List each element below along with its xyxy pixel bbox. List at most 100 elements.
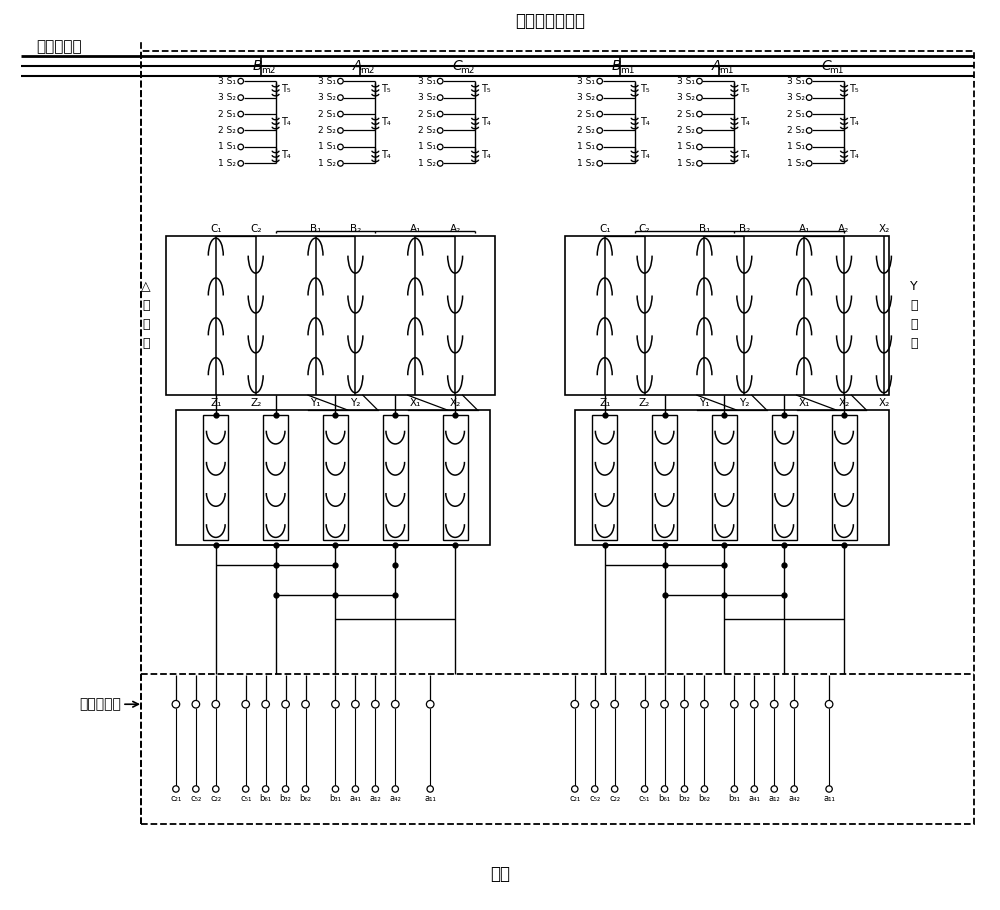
Text: a₄₁: a₄₁ (349, 794, 361, 804)
Text: 2 S₂: 2 S₂ (577, 126, 595, 135)
Text: 2 S₂: 2 S₂ (787, 126, 805, 135)
Circle shape (437, 78, 443, 84)
Bar (565, 236, 889, 395)
Circle shape (592, 786, 598, 793)
Text: b₃₂: b₃₂ (280, 794, 292, 804)
Text: A₁: A₁ (410, 224, 421, 234)
Text: m2: m2 (460, 66, 474, 76)
Circle shape (282, 786, 289, 793)
Text: C₁: C₁ (210, 224, 222, 234)
Circle shape (302, 786, 309, 793)
Circle shape (771, 786, 777, 793)
Text: T₄: T₄ (850, 117, 859, 127)
Text: b₆₁: b₆₁ (260, 794, 272, 804)
Bar (166, 236, 495, 395)
Text: Z₁: Z₁ (210, 398, 221, 408)
Circle shape (372, 786, 379, 793)
Text: 1 S₁: 1 S₁ (787, 143, 805, 151)
Text: a₁₂: a₁₂ (768, 794, 780, 804)
Circle shape (572, 786, 578, 793)
Bar (383, 415, 408, 540)
Text: b₃₂: b₃₂ (679, 794, 690, 804)
Circle shape (212, 701, 220, 708)
Circle shape (731, 786, 738, 793)
Text: Y₂: Y₂ (739, 398, 750, 408)
Text: T₅: T₅ (850, 85, 859, 95)
Text: T₄: T₄ (281, 117, 291, 127)
Circle shape (571, 701, 579, 708)
Circle shape (262, 701, 269, 708)
Circle shape (661, 701, 668, 708)
Text: m1: m1 (829, 66, 844, 76)
Text: 1 S₂: 1 S₂ (318, 159, 336, 167)
Text: T₅: T₅ (481, 85, 490, 95)
Circle shape (681, 701, 688, 708)
Text: A₂: A₂ (450, 224, 461, 234)
Text: m1: m1 (620, 66, 634, 76)
Text: 3 S₂: 3 S₂ (418, 93, 436, 102)
Circle shape (352, 786, 359, 793)
Circle shape (697, 144, 702, 150)
Text: c₂₂: c₂₂ (210, 794, 221, 804)
Text: X₂: X₂ (878, 398, 890, 408)
Circle shape (338, 95, 343, 100)
Text: B: B (253, 59, 262, 73)
Text: 2 S₂: 2 S₂ (318, 126, 336, 135)
Circle shape (806, 95, 812, 100)
Text: c₂₂: c₂₂ (609, 794, 620, 804)
Text: c₂₁: c₂₁ (170, 794, 182, 804)
Bar (176, 410, 490, 545)
Text: 3 S₁: 3 S₁ (218, 76, 236, 86)
Text: 阀侧: 阀侧 (490, 864, 510, 883)
Text: B₁: B₁ (310, 224, 321, 234)
Bar (772, 415, 797, 540)
Text: 2 S₂: 2 S₂ (677, 126, 695, 135)
Circle shape (392, 701, 399, 708)
Text: c₅₂: c₅₂ (190, 794, 201, 804)
Text: T₄: T₄ (281, 150, 291, 160)
Circle shape (751, 786, 757, 793)
Text: X₂: X₂ (450, 398, 461, 408)
Bar (652, 415, 677, 540)
Text: 2 S₁: 2 S₁ (318, 109, 336, 118)
Circle shape (338, 78, 343, 84)
Text: 来自调压变: 来自调压变 (36, 39, 82, 54)
Text: 1 S₂: 1 S₂ (418, 159, 436, 167)
Text: 2 S₁: 2 S₁ (577, 109, 595, 118)
Text: B₂: B₂ (350, 224, 361, 234)
Circle shape (262, 786, 269, 793)
Circle shape (825, 701, 833, 708)
Circle shape (611, 786, 618, 793)
Text: B₁: B₁ (699, 224, 710, 234)
Text: A: A (352, 59, 362, 73)
Text: X₂: X₂ (838, 398, 850, 408)
Bar (832, 415, 857, 540)
Text: 1 S₂: 1 S₂ (218, 159, 236, 167)
Circle shape (597, 160, 603, 167)
Text: 2 S₂: 2 S₂ (218, 126, 236, 135)
Circle shape (697, 127, 702, 133)
Text: 1 S₁: 1 S₁ (418, 143, 436, 151)
Circle shape (437, 160, 443, 167)
Circle shape (338, 144, 343, 150)
Text: T₄: T₄ (740, 150, 750, 160)
Circle shape (751, 701, 758, 708)
Circle shape (611, 701, 618, 708)
Circle shape (791, 786, 797, 793)
Circle shape (790, 701, 798, 708)
Text: T₄: T₄ (481, 117, 490, 127)
Circle shape (302, 701, 309, 708)
Circle shape (338, 160, 343, 167)
Circle shape (697, 111, 702, 116)
Circle shape (238, 111, 244, 116)
Text: A: A (711, 59, 721, 73)
Text: a₁₁: a₁₁ (424, 794, 436, 804)
Text: 3 S₂: 3 S₂ (318, 93, 336, 102)
Text: B: B (612, 59, 621, 73)
Text: b₃₁: b₃₁ (329, 794, 341, 804)
Circle shape (697, 78, 702, 84)
Text: 1 S₂: 1 S₂ (577, 159, 595, 167)
Text: Z₂: Z₂ (639, 398, 650, 408)
Circle shape (193, 786, 199, 793)
Text: T₄: T₄ (640, 117, 650, 127)
